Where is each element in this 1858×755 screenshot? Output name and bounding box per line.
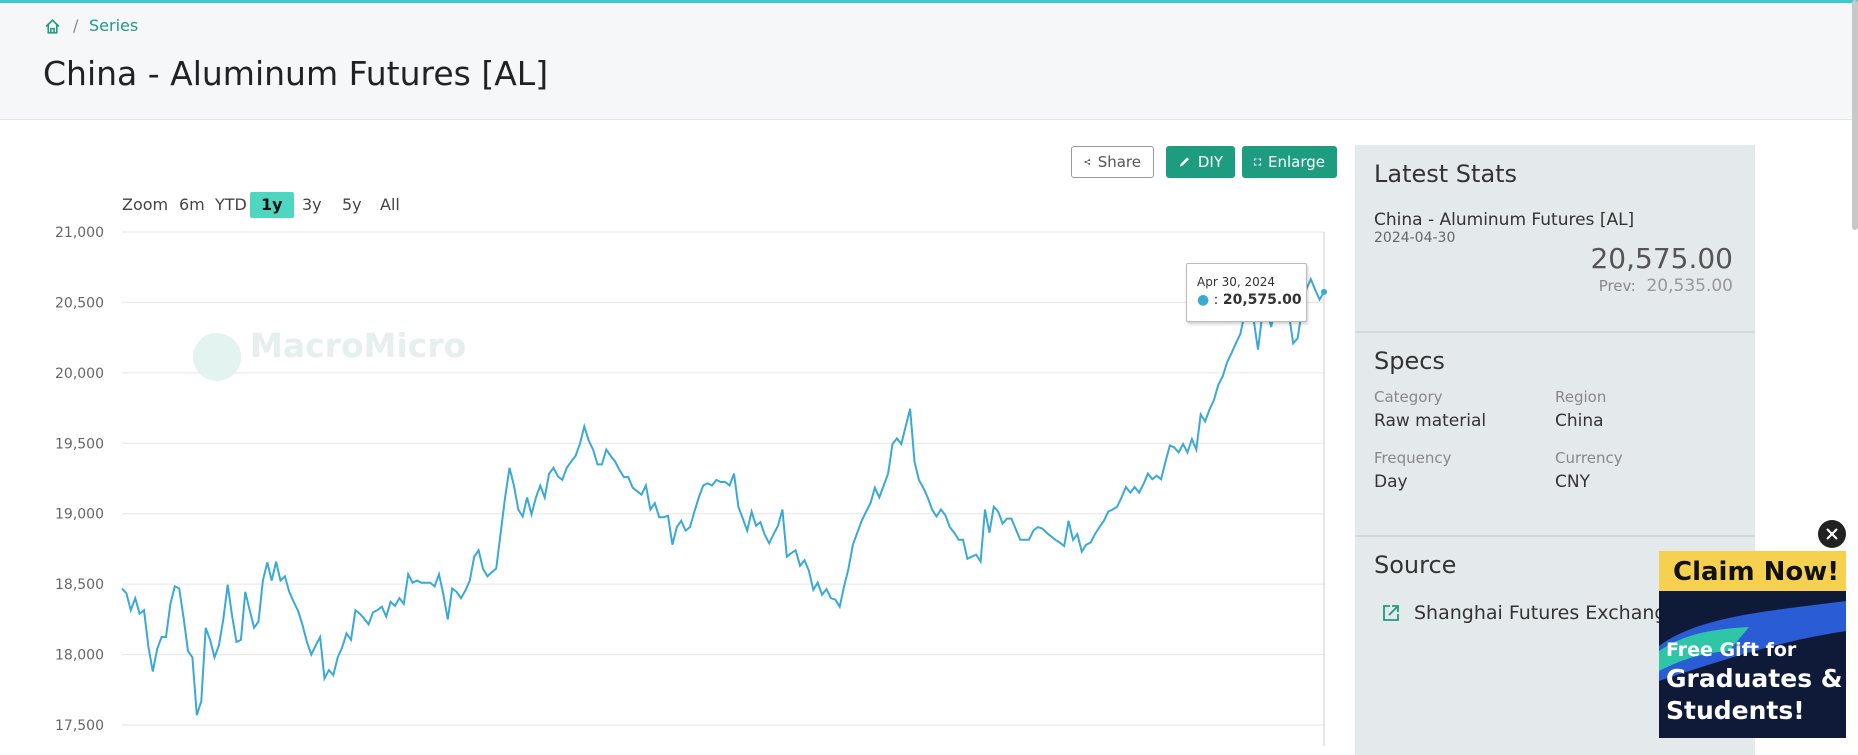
header — [0, 3, 1852, 120]
diy-button[interactable]: DIY — [1166, 146, 1235, 178]
chart: MacroMicro 17,500 18,000 18,500 19,000 19,50… — [55, 225, 1327, 746]
ad-close[interactable] — [1817, 519, 1847, 549]
spec-label: Currency — [1555, 449, 1623, 467]
expand-icon — [1254, 158, 1261, 166]
hover-point — [1321, 288, 1327, 295]
watermark-logo — [193, 333, 241, 381]
y-tick-label: 19,500 — [55, 436, 104, 452]
tooltip-prefix: : — [1213, 292, 1219, 308]
ad-headline: Claim Now! — [1673, 557, 1840, 587]
y-tick-label: 17,500 — [55, 718, 104, 734]
tooltip-value: 20,575.00 — [1222, 292, 1302, 308]
share-icon — [1084, 159, 1091, 165]
breadcrumb-sep: / — [73, 16, 79, 35]
zoom-option[interactable]: YTD — [215, 195, 247, 214]
enlarge-button[interactable]: Enlarge — [1242, 146, 1337, 178]
share-button[interactable]: Share — [1071, 146, 1154, 178]
zoom-option[interactable]: All — [380, 195, 400, 214]
divider — [1355, 331, 1755, 333]
spec-value: China — [1555, 411, 1604, 431]
y-tick-label: 20,500 — [55, 295, 104, 311]
stats-latest: 20,575.00 — [1590, 242, 1733, 275]
stats-heading: Latest Stats — [1374, 160, 1518, 188]
spec-label: Frequency — [1374, 449, 1452, 467]
stats-name: China - Aluminum Futures [AL] — [1374, 210, 1635, 230]
spec-value: Raw material — [1374, 411, 1487, 431]
home-icon[interactable] — [44, 18, 61, 35]
spec-label: Category — [1374, 388, 1443, 406]
enlarge-label: Enlarge — [1268, 153, 1325, 171]
y-tick-label: 18,500 — [55, 577, 104, 593]
zoom-option[interactable]: 5y — [342, 195, 362, 214]
source-link[interactable]: Shanghai Futures Exchange — [1414, 602, 1679, 624]
zoom-label: Zoom — [122, 195, 169, 214]
prev-label: Prev: — [1598, 277, 1636, 295]
data-line — [121, 276, 1325, 716]
scrollbar — [1852, 0, 1858, 230]
tooltip-bullet: ● — [1197, 292, 1210, 308]
tooltip-row: ● : 20,575.00 — [1197, 292, 1302, 308]
breadcrumb-link[interactable]: Series — [89, 16, 139, 35]
zoom-option[interactable]: 1y — [250, 192, 294, 218]
top-bar — [0, 0, 1858, 3]
y-tick-label: 19,000 — [55, 507, 104, 523]
share-label: Share — [1097, 153, 1141, 171]
divider — [1355, 535, 1755, 537]
zoom-option[interactable]: 6m — [179, 195, 205, 214]
spec-value: CNY — [1555, 472, 1590, 492]
specs-heading: Specs — [1374, 347, 1445, 375]
pencil-icon — [1179, 157, 1190, 167]
y-tick-label: 18,000 — [55, 648, 104, 664]
spec-label: Region — [1555, 388, 1607, 406]
ad-line: Graduates & — [1666, 664, 1843, 693]
external-link-icon — [1383, 605, 1399, 621]
page-title: China - Aluminum Futures [AL] — [43, 54, 549, 93]
y-tick-label: 20,000 — [55, 366, 104, 382]
prev-value: 20,535.00 — [1646, 276, 1733, 296]
diy-label: DIY — [1197, 153, 1223, 171]
tooltip: Apr 30, 2024 ● : 20,575.00 — [1186, 263, 1307, 322]
ad-line: Free Gift for — [1666, 639, 1797, 661]
ad-line: Students! — [1666, 696, 1805, 725]
source-heading: Source — [1374, 551, 1457, 579]
ad-art — [1659, 601, 1846, 681]
ad-banner[interactable]: Claim Now! Free Gift for Graduates & Stu… — [1659, 551, 1846, 738]
ad-header — [1659, 551, 1846, 591]
zoom-option[interactable]: 3y — [302, 195, 322, 214]
stats-date: 2024-04-30 — [1374, 230, 1456, 246]
stats-prev: Prev: 20,535.00 — [1599, 276, 1733, 296]
spec-value: Day — [1374, 472, 1408, 492]
tooltip-date: Apr 30, 2024 — [1197, 275, 1276, 289]
y-tick-label: 21,000 — [55, 225, 104, 241]
watermark: MacroMicro — [250, 326, 466, 365]
